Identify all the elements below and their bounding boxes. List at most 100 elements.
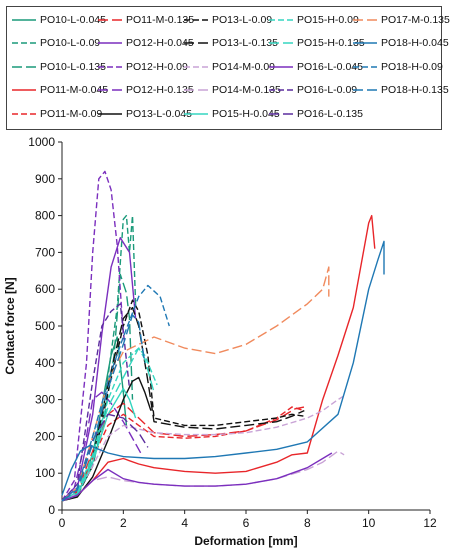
y-tick-label: 600 [35, 282, 55, 296]
x-tick-label: 10 [362, 516, 376, 530]
series-line-po14-m-0.135 [61, 450, 345, 502]
legend-item: PO12-H-0.135 [97, 83, 194, 98]
legend-swatch [184, 18, 208, 21]
legend-item: PO18-H-0.135 [352, 83, 449, 98]
y-tick-label: 0 [48, 503, 55, 517]
legend-swatch [353, 18, 377, 21]
series-line-po14-m-0.09 [61, 395, 345, 502]
legend-label: PO16-L-0.09 [297, 84, 358, 96]
legend-item: PO13-L-0.045 [97, 106, 192, 121]
legend-item: PO15-H-0.09 [268, 12, 359, 27]
y-tick-label: 800 [35, 209, 55, 223]
legend-item: PO12-H-0.045 [97, 36, 194, 51]
legend-swatch [98, 112, 122, 115]
series-line-po16-l-0.045 [61, 452, 333, 502]
legend-label: PO18-H-0.045 [381, 37, 449, 49]
series-line-po18-h-0.09 [61, 284, 170, 502]
x-tick-label: 6 [243, 516, 250, 530]
legend-label: PO13-L-0.09 [212, 13, 273, 26]
legend-item: PO10-L-0.045 [11, 12, 106, 27]
legend-item: PO11-M-0.045 [11, 83, 108, 98]
legend-swatch [12, 89, 36, 91]
legend-item: PO16-L-0.135 [268, 106, 363, 121]
legend-label: PO14-M-0.09 [212, 60, 276, 73]
legend-label: PO17-M-0.135 [381, 13, 450, 26]
legend-swatch [269, 89, 293, 91]
series-line-po11-m-0.135 [61, 402, 305, 502]
series-line-po10-l-0.09 [61, 214, 137, 502]
legend-item: PO14-M-0.135 [183, 83, 281, 98]
y-tick-label: 300 [35, 393, 55, 407]
y-tick-label: 100 [35, 466, 55, 480]
legend-label: PO15-H-0.135 [297, 37, 365, 49]
x-tick-label: 12 [423, 516, 437, 530]
legend-label: PO14-M-0.135 [212, 84, 281, 96]
legend-item: PO11-M-0.135 [97, 12, 194, 27]
legend-swatch [353, 89, 377, 91]
legend-label: PO16-L-0.135 [297, 107, 363, 120]
legend-swatch [269, 112, 293, 115]
series-line-po12-h-0.09 [61, 170, 124, 502]
legend-swatch [12, 18, 36, 21]
legend-swatch [184, 65, 208, 68]
legend-swatch [98, 89, 122, 91]
y-tick-label: 1000 [28, 135, 55, 149]
legend-item: PO13-L-0.09 [183, 12, 272, 27]
series-line-po15-h-0.09 [61, 347, 158, 502]
legend-swatch [12, 112, 36, 115]
legend-label: PO10-L-0.09 [40, 37, 101, 49]
legend-swatch [98, 65, 122, 68]
x-tick-label: 4 [181, 516, 188, 530]
legend-swatch [269, 18, 293, 21]
series-line-po12-h-0.135 [61, 391, 143, 502]
legend-label: PO11-M-0.135 [126, 13, 195, 26]
legend-item: PO16-L-0.09 [268, 83, 357, 98]
series-line-po12-h-0.045 [61, 236, 137, 502]
legend-item: PO10-L-0.09 [11, 36, 100, 51]
y-axis-title: Contact force [N] [3, 277, 17, 374]
legend-item: PO18-H-0.045 [352, 36, 449, 51]
legend-swatch [98, 42, 122, 44]
legend-label: PO13-L-0.135 [212, 37, 278, 49]
legend-swatch [269, 42, 293, 44]
legend-swatch [353, 42, 377, 44]
x-tick-label: 8 [304, 516, 311, 530]
legend-swatch [269, 65, 293, 68]
legend-swatch [98, 18, 122, 21]
legend-item: PO15-H-0.135 [268, 36, 365, 51]
legend-item: PO17-M-0.135 [352, 12, 450, 27]
legend-item: PO11-M-0.09 [11, 106, 102, 121]
x-tick-label: 0 [59, 516, 66, 530]
series-line-po11-m-0.045 [61, 214, 376, 502]
legend-label: PO12-H-0.09 [126, 60, 188, 73]
legend-item: PO12-H-0.09 [97, 59, 188, 74]
legend-label: PO16-L-0.045 [297, 60, 363, 73]
legend-swatch [12, 42, 36, 44]
y-tick-label: 400 [35, 356, 55, 370]
series-line-po16-l-0.09 [61, 303, 131, 502]
legend-swatch [184, 42, 208, 44]
series-line-po13-l-0.135 [61, 306, 305, 502]
x-axis-title: Deformation [mm] [194, 534, 297, 548]
legend-label: PO12-H-0.135 [126, 84, 194, 96]
legend-label: PO13-L-0.045 [126, 107, 192, 120]
legend-label: PO18-H-0.09 [381, 60, 443, 73]
y-tick-label: 500 [35, 319, 55, 333]
legend-item: PO10-L-0.135 [11, 59, 106, 74]
legend: PO10-L-0.045 PO10-L-0.09 PO10-L-0.135 PO11-… [6, 6, 450, 130]
legend-item: PO13-L-0.135 [183, 36, 278, 51]
y-tick-label: 200 [35, 429, 55, 443]
legend-item: PO15-H-0.045 [183, 106, 280, 121]
y-tick-label: 900 [35, 172, 55, 186]
legend-swatch [184, 112, 208, 115]
series-line-po18-h-0.135 [61, 314, 146, 502]
series-line-po17-m-0.135 [61, 266, 330, 502]
legend-label: PO15-H-0.09 [297, 13, 359, 26]
y-tick-label: 700 [35, 245, 55, 259]
legend-label: PO18-H-0.135 [381, 84, 449, 96]
legend-item: PO18-H-0.09 [352, 59, 443, 74]
legend-swatch [353, 65, 377, 68]
series-line-po18-h-0.045 [61, 240, 385, 496]
x-tick-label: 2 [120, 516, 127, 530]
